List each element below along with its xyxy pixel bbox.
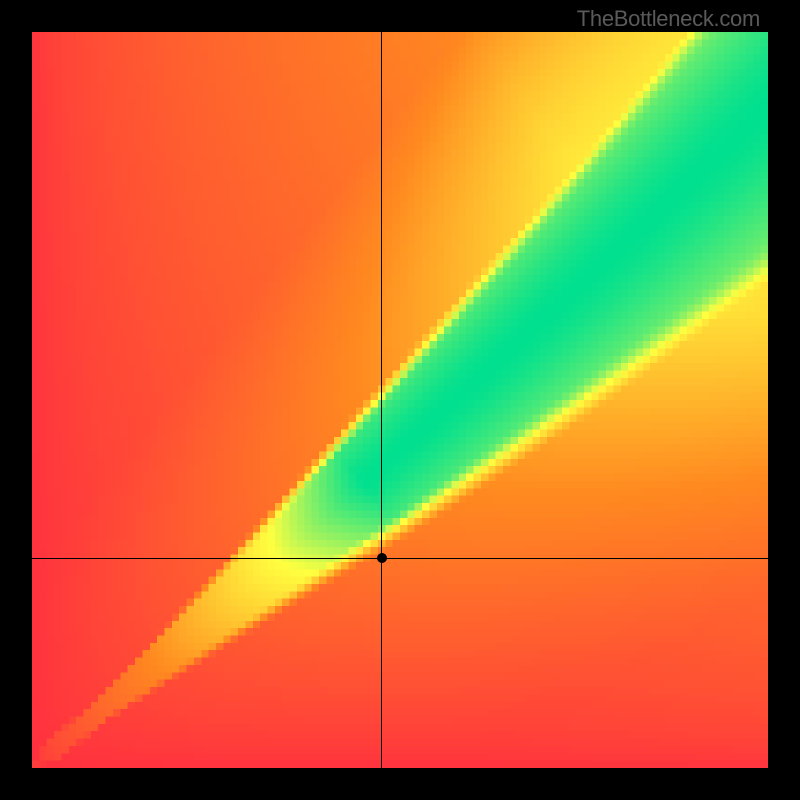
crosshair-marker (377, 553, 387, 563)
crosshair-horizontal (32, 558, 768, 559)
watermark-text: TheBottleneck.com (577, 6, 760, 32)
crosshair-vertical (381, 32, 382, 768)
heatmap-canvas (32, 32, 768, 768)
heatmap-plot (32, 32, 768, 768)
